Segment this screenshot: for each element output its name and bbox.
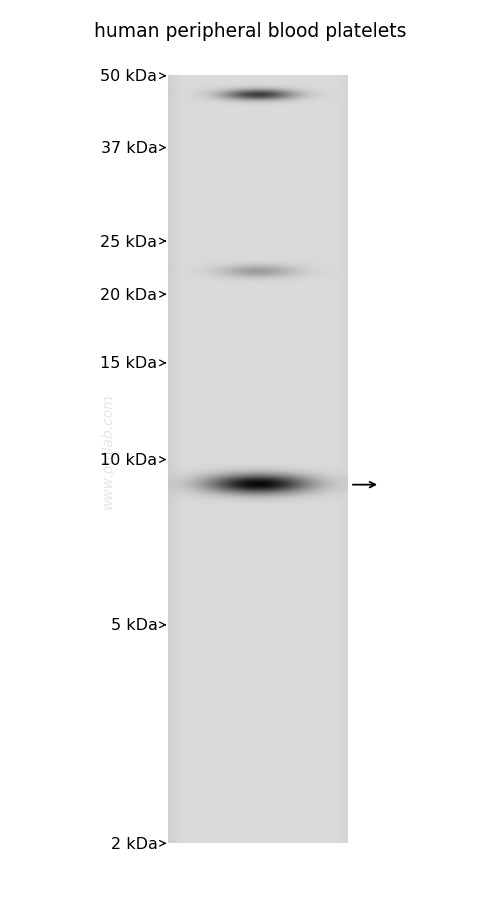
Text: 50 kDa: 50 kDa: [100, 69, 158, 84]
Text: 10 kDa: 10 kDa: [100, 453, 158, 467]
Text: 15 kDa: 15 kDa: [100, 356, 158, 371]
Text: 2 kDa: 2 kDa: [110, 836, 158, 851]
Text: 37 kDa: 37 kDa: [100, 141, 158, 156]
Text: 25 kDa: 25 kDa: [100, 235, 158, 249]
Text: 20 kDa: 20 kDa: [100, 288, 158, 302]
Text: 5 kDa: 5 kDa: [110, 618, 158, 632]
Text: human peripheral blood platelets: human peripheral blood platelets: [94, 22, 406, 41]
Text: www.ptglab.com: www.ptglab.com: [100, 393, 114, 509]
